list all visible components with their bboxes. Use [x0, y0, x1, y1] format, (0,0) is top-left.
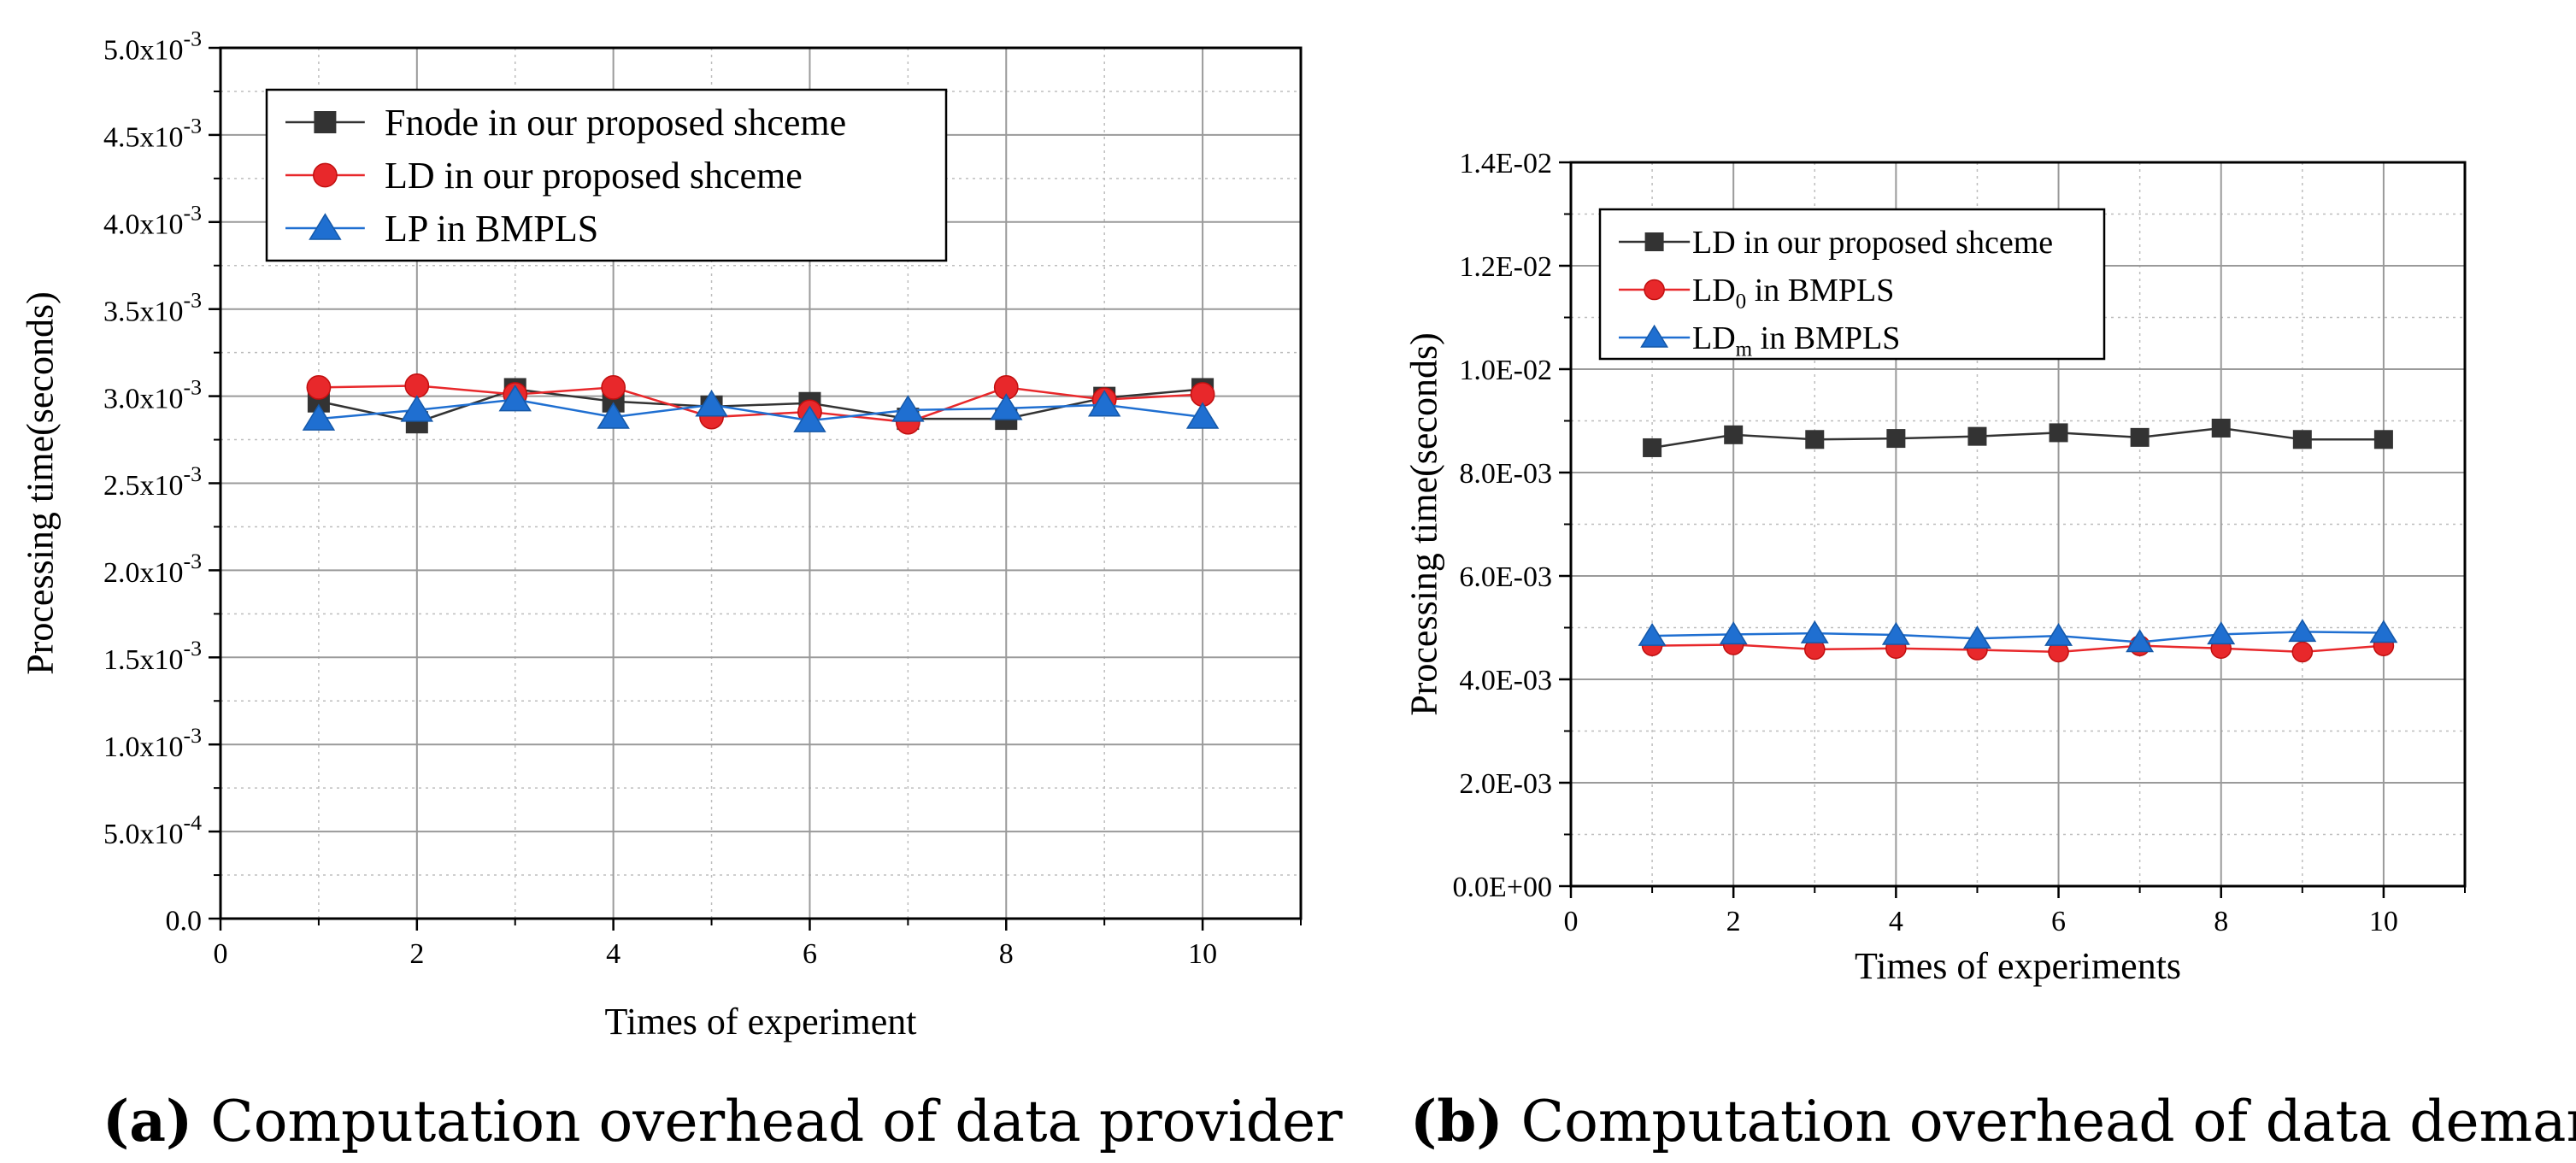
chart-b: 0 2 4 6 8 10 0.0E+00 2.0E-03 4.0E-03 6.0E-03 8.0E-…	[1403, 148, 2576, 1154]
data-point	[2130, 427, 2150, 447]
legend-label: LD in our proposed shceme	[1692, 225, 2053, 261]
data-point	[1185, 402, 1220, 429]
data-point	[302, 403, 336, 431]
data-point	[990, 393, 1023, 420]
data-point	[306, 375, 332, 400]
y-axis-label: Processing time(seconds)	[1403, 332, 1444, 715]
x-tick-label: 10	[2369, 906, 2398, 937]
y-tick-label: 2.0E-03	[1459, 768, 1552, 800]
series-line	[1652, 643, 2385, 654]
data-point	[2288, 619, 2317, 643]
legend-label: LP in BMPLS	[385, 208, 598, 250]
legend-marker	[1644, 232, 1664, 251]
y-tick-label: 4.0x10-3	[103, 201, 202, 241]
data-point	[1881, 621, 1910, 645]
y-tick-label: 8.0E-03	[1459, 458, 1552, 490]
data-point	[498, 384, 532, 412]
data-point	[1087, 390, 1121, 417]
data-point	[2207, 621, 2236, 645]
data-point	[2369, 620, 2398, 643]
x-tick-label: 2	[1726, 906, 1741, 937]
y-tick-label: 1.5x10-3	[103, 636, 202, 676]
y-tick-label: 4.5x10-3	[103, 114, 202, 154]
x-axis-label: Times of experiments	[1855, 945, 2181, 987]
data-point	[2292, 430, 2312, 449]
y-tick-label: 1.0x10-3	[103, 723, 202, 763]
x-tick-label: 8	[2214, 906, 2228, 937]
x-tick-label: 0	[214, 938, 228, 970]
series-line	[1651, 426, 2384, 449]
y-tick-label: 1.4E-02	[1459, 148, 1552, 179]
data-point	[1643, 438, 1662, 457]
x-tick-label: 6	[2051, 906, 2066, 937]
legend-marker	[314, 111, 337, 133]
x-tick-label: 8	[999, 938, 1014, 970]
x-tick-label: 0	[1564, 906, 1579, 937]
data-point	[601, 375, 626, 400]
data-point	[1967, 426, 1987, 446]
y-tick-label: 3.5x10-3	[103, 287, 202, 327]
y-tick-label: 2.5x10-3	[103, 461, 202, 502]
chart-a: 0 2 4 6 8 10 0.0 5.0x10-4 1.0x10-3 1.5x10-3 2.0x10…	[19, 26, 1343, 1154]
legend-marker	[1644, 279, 1665, 301]
data-point	[1886, 429, 1906, 449]
x-tick-label: 6	[803, 938, 817, 970]
series-line	[318, 398, 1203, 422]
legend-marker	[313, 162, 338, 188]
y-tick-label: 4.0E-03	[1459, 665, 1552, 696]
y-axis-label: Processing time(seconds)	[19, 291, 61, 674]
data-point	[1719, 621, 1748, 645]
legend-marker	[309, 213, 342, 240]
x-tick-label: 2	[409, 938, 424, 970]
y-tick-label: 5.0x10-3	[103, 26, 202, 67]
x-axis-label: Times of experiment	[605, 1001, 917, 1043]
data-point	[1800, 620, 1829, 643]
data-point	[891, 395, 925, 422]
y-tick-label: 5.0x10-4	[103, 810, 202, 850]
y-tick-label: 3.0x10-3	[103, 374, 202, 414]
legend-box	[265, 88, 948, 262]
data-point	[1962, 626, 1991, 649]
series-line	[1652, 631, 2384, 643]
data-point	[404, 373, 430, 398]
data-point	[1724, 425, 1744, 444]
legend-label: LD0 in BMPLS	[1692, 273, 1894, 313]
y-tick-label: 1.2E-02	[1459, 251, 1552, 283]
data-point	[1638, 622, 1667, 646]
y-tick-label: 0.0	[166, 906, 203, 937]
y-tick-label: 2.0x10-3	[103, 549, 202, 589]
legend-label: LDm in BMPLS	[1692, 320, 1900, 361]
data-point	[400, 395, 434, 422]
data-point	[597, 402, 630, 429]
data-point	[2126, 629, 2155, 653]
data-point	[695, 390, 728, 417]
legend-box	[1598, 208, 2106, 361]
y-tick-label: 0.0E+00	[1453, 872, 1552, 903]
data-point	[2049, 423, 2068, 443]
data-point	[793, 405, 826, 432]
legend-label: Fnode in our proposed shceme	[385, 102, 846, 144]
data-point	[2211, 418, 2231, 438]
caption: (b) Computation overhead of data demande…	[1410, 1088, 2576, 1154]
legend-label: LD in our proposed shceme	[385, 155, 803, 197]
legend-marker	[1640, 324, 1669, 348]
x-tick-label: 10	[1188, 938, 1217, 970]
y-tick-label: 6.0E-03	[1459, 561, 1552, 593]
x-tick-label: 4	[606, 938, 620, 970]
caption: (a) Computation overhead of data provide…	[103, 1088, 1343, 1154]
data-point	[2291, 641, 2314, 663]
data-point	[1805, 430, 1825, 449]
x-tick-label: 4	[1889, 906, 1903, 937]
data-point	[2044, 622, 2073, 646]
series-line	[318, 385, 1203, 424]
y-tick-label: 1.0E-02	[1459, 355, 1552, 386]
data-point	[2373, 430, 2393, 449]
